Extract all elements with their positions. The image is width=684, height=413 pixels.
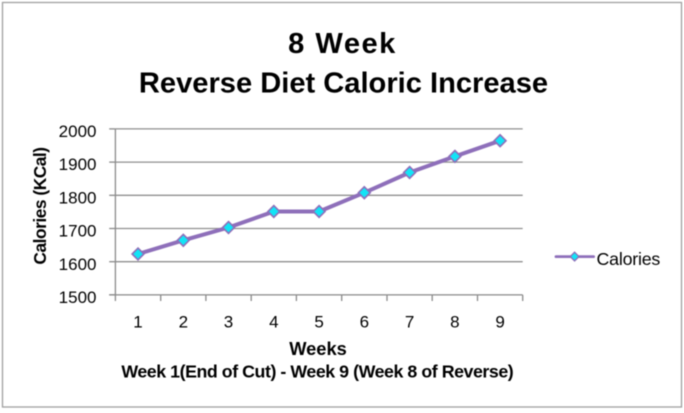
svg-text:1500: 1500	[59, 288, 97, 307]
svg-text:Week 1(End of Cut) - Week 9 (W: Week 1(End of Cut) - Week 9 (Week 8 of R…	[121, 362, 513, 382]
svg-text:1700: 1700	[59, 222, 97, 241]
svg-text:2000: 2000	[59, 122, 97, 141]
svg-text:1: 1	[133, 312, 142, 331]
svg-text:5: 5	[314, 312, 323, 331]
svg-text:1900: 1900	[59, 155, 97, 174]
svg-text:9: 9	[495, 312, 504, 331]
svg-text:3: 3	[224, 312, 233, 331]
svg-text:4: 4	[269, 312, 278, 331]
svg-text:Calories: Calories	[597, 249, 661, 269]
svg-text:Reverse Diet Caloric Increase: Reverse Diet Caloric Increase	[139, 68, 548, 100]
svg-text:1600: 1600	[59, 255, 97, 274]
svg-text:6: 6	[360, 312, 369, 331]
svg-text:Calories (KCal): Calories (KCal)	[30, 147, 50, 264]
svg-text:2: 2	[179, 312, 188, 331]
svg-text:Weeks: Weeks	[289, 338, 347, 359]
svg-text:7: 7	[405, 312, 414, 331]
svg-text:8: 8	[450, 312, 459, 331]
svg-text:8 Week: 8 Week	[288, 28, 397, 60]
svg-text:1800: 1800	[59, 188, 97, 207]
